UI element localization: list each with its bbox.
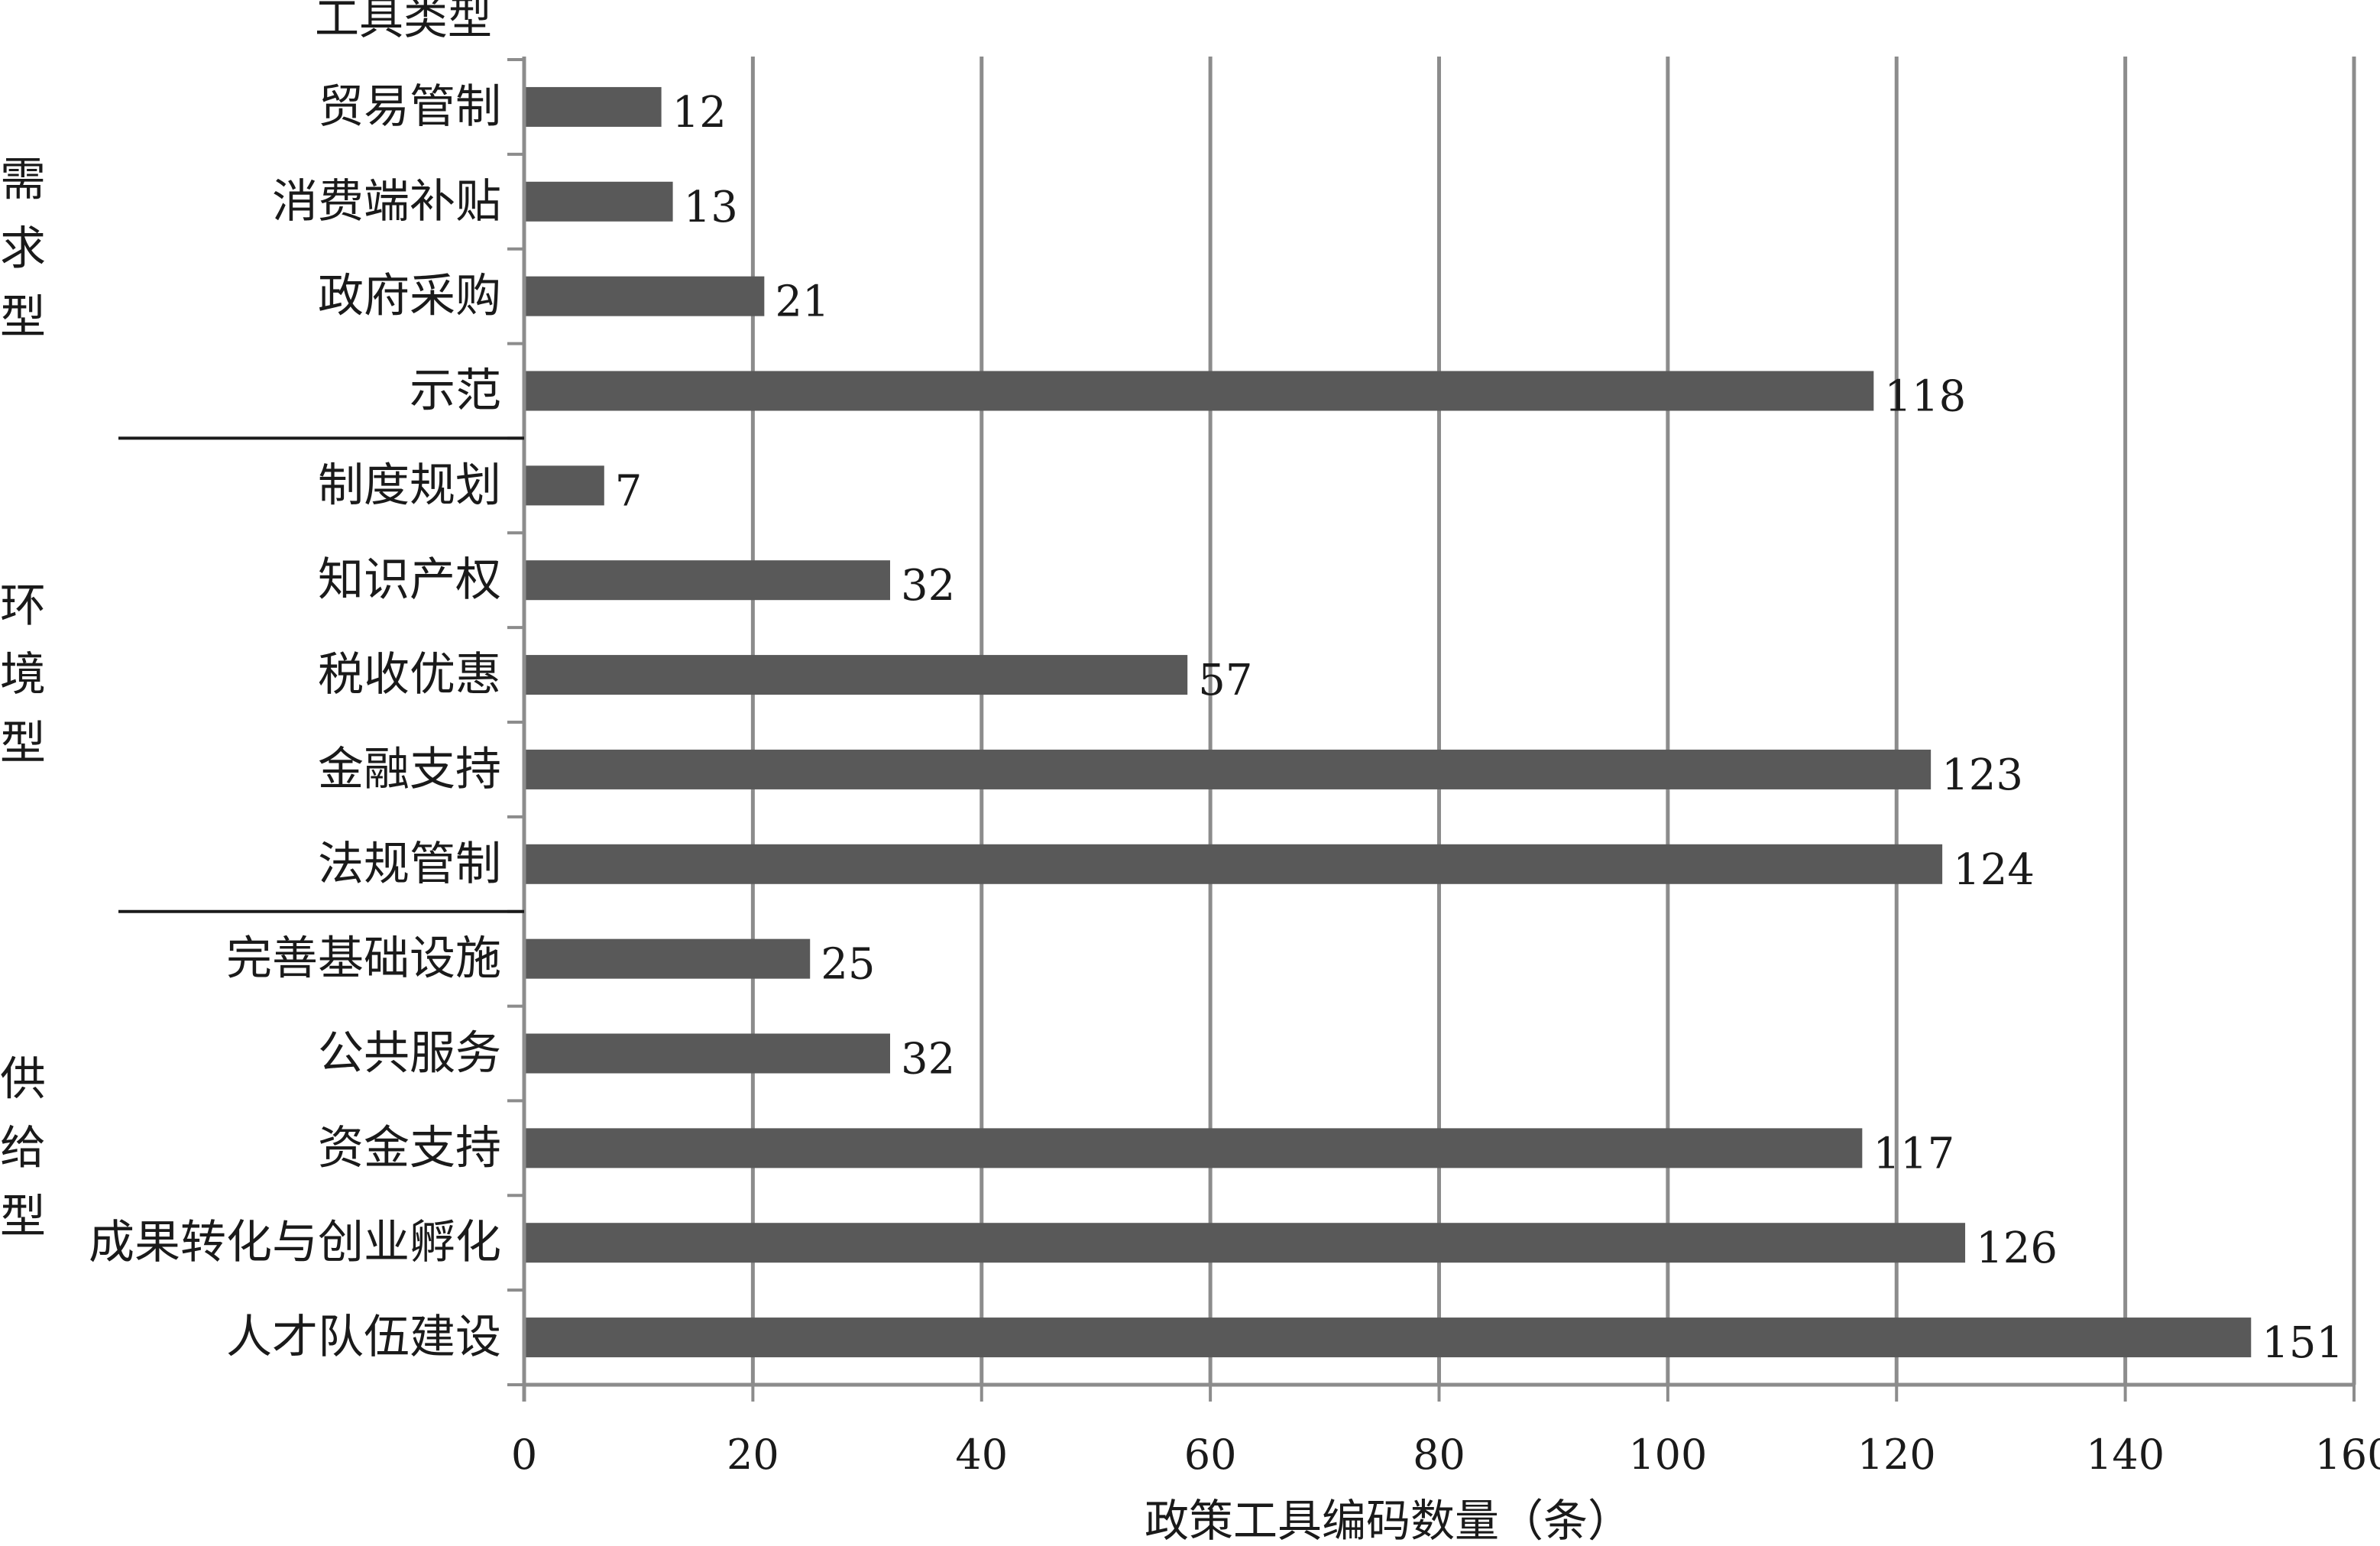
- bar: [524, 86, 662, 127]
- value-label: 118: [1884, 372, 1966, 422]
- category-label: 法规管制: [318, 838, 501, 891]
- bar: [524, 655, 1188, 695]
- category-label: 成果转化与创业孵化: [89, 1216, 501, 1269]
- category-label: 金融支持: [318, 743, 501, 796]
- bars: [524, 86, 2252, 1358]
- x-tick-label: 120: [1857, 1431, 1936, 1479]
- bar: [524, 938, 811, 979]
- x-tick-label: 80: [1413, 1431, 1465, 1479]
- bar: [524, 1223, 1966, 1263]
- value-label: 32: [901, 561, 955, 611]
- value-label: 126: [1976, 1224, 2058, 1273]
- category-label: 制度规划: [318, 459, 501, 512]
- group-label-char: 需: [0, 154, 46, 207]
- category-label: 完善基础设施: [226, 932, 501, 986]
- x-tick-label: 0: [511, 1431, 537, 1479]
- value-label: 32: [901, 1035, 955, 1084]
- category-label: 贸易管制: [318, 80, 501, 134]
- bar: [524, 371, 1874, 411]
- bar: [524, 1128, 1863, 1168]
- value-label: 12: [672, 88, 727, 138]
- x-tick-label: 60: [1184, 1431, 1237, 1479]
- bar: [524, 181, 673, 222]
- bar: [524, 844, 1943, 884]
- category-axis-title: 工具类型: [315, 0, 492, 44]
- x-tick-label: 100: [1628, 1431, 1707, 1479]
- group-label-char: 境: [0, 648, 46, 702]
- group-label-char: 型: [0, 291, 46, 345]
- value-label: 7: [615, 466, 643, 516]
- group-label-char: 供: [0, 1052, 46, 1106]
- value-label: 124: [1953, 845, 2035, 895]
- bar: [524, 276, 765, 316]
- category-label: 资金支持: [318, 1121, 501, 1175]
- x-tick-label: 20: [727, 1431, 779, 1479]
- group-label-char: 给: [0, 1121, 46, 1175]
- category-label: 示范: [410, 365, 501, 418]
- value-label: 57: [1198, 656, 1252, 705]
- group-label-char: 环: [0, 579, 46, 633]
- x-tick-label: 40: [955, 1431, 1008, 1479]
- value-label: 123: [1941, 750, 2023, 800]
- group-label-char: 型: [0, 1190, 46, 1243]
- category-label: 消费端补贴: [272, 175, 501, 228]
- group-label-char: 型: [0, 717, 46, 770]
- value-label: 21: [775, 277, 829, 327]
- value-axis-title: 政策工具编码数量（条）: [1145, 1495, 1632, 1546]
- value-label: 151: [2262, 1318, 2343, 1368]
- category-label: 知识产权: [318, 553, 501, 607]
- category-label: 人才队伍建设: [226, 1311, 501, 1364]
- axes: [118, 57, 2356, 1402]
- gridlines: [750, 57, 2356, 1385]
- bar: [524, 1033, 890, 1074]
- category-label: 税收优惠: [318, 648, 501, 702]
- group-label-char: 求: [0, 222, 46, 276]
- value-label: 13: [684, 183, 738, 232]
- category-label: 公共服务: [318, 1027, 501, 1081]
- bar: [524, 1318, 2252, 1358]
- value-label: 25: [821, 940, 875, 990]
- bar: [524, 560, 890, 601]
- x-tick-label: 160: [2314, 1431, 2380, 1479]
- bar: [524, 465, 604, 506]
- labels: 0 20 40 60 80 100 120 140 160 贸易管制 12 消费端补贴 13 政府采购 21…: [0, 80, 2380, 1479]
- category-label: 政府采购: [318, 270, 501, 323]
- value-label: 117: [1873, 1129, 1954, 1178]
- x-tick-label: 140: [2086, 1431, 2165, 1479]
- bar: [524, 749, 1932, 789]
